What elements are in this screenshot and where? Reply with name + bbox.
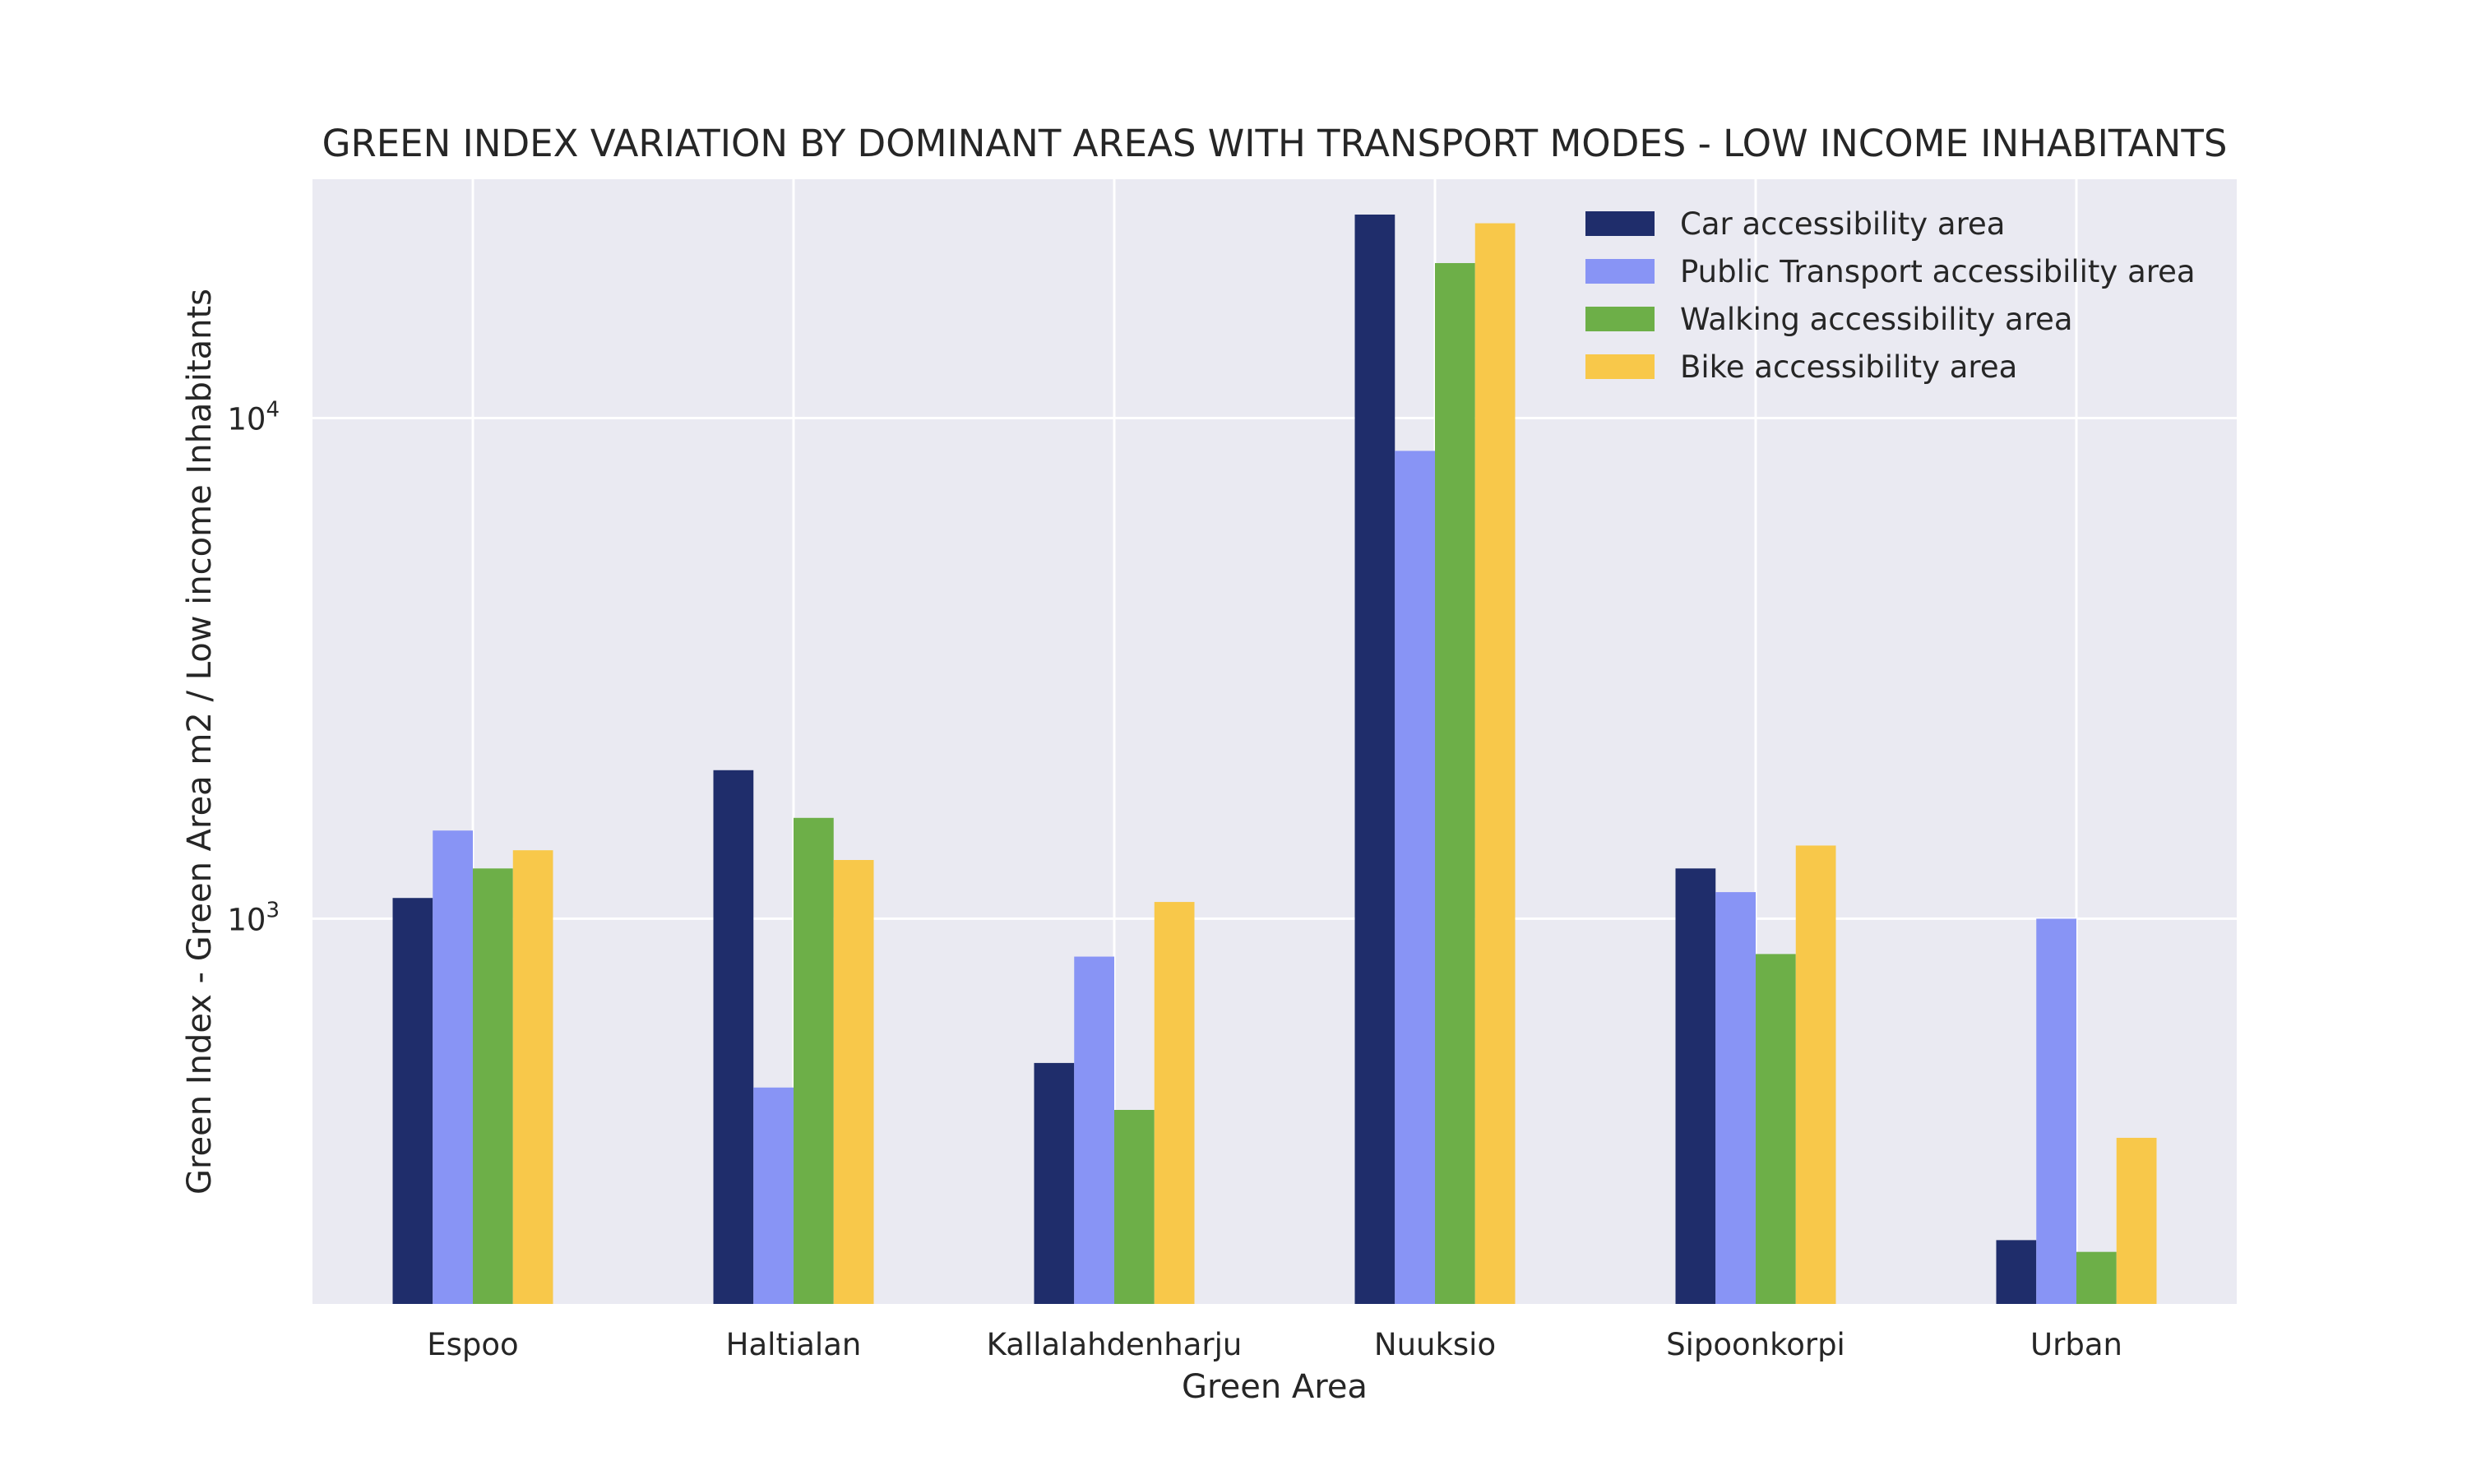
legend-label: Walking accessibility area — [1680, 302, 2073, 337]
x-tick-label: Haltialan — [726, 1327, 862, 1362]
bar — [1395, 451, 1435, 1304]
bar — [1074, 956, 1114, 1304]
x-tick-label: Espoo — [427, 1327, 518, 1362]
x-axis-label: Green Area — [1182, 1368, 1368, 1406]
y-tick-label: 103 — [227, 898, 280, 937]
bar — [794, 817, 834, 1304]
bar — [1154, 902, 1195, 1304]
x-tick-label: Nuuksio — [1374, 1327, 1496, 1362]
x-tick-label: Kallalahdenharju — [987, 1327, 1243, 1362]
bar — [1715, 892, 1756, 1304]
bar — [1795, 845, 1836, 1304]
bar — [1756, 954, 1796, 1304]
bar — [1474, 223, 1516, 1305]
legend-swatch — [1585, 354, 1655, 379]
legend-swatch — [1585, 307, 1655, 331]
bar — [1996, 1240, 2037, 1304]
bar — [392, 898, 433, 1304]
plot-background — [312, 179, 2237, 1304]
bar — [1675, 868, 1716, 1304]
x-tick-label: Urban — [2030, 1327, 2122, 1362]
bar — [1354, 214, 1395, 1305]
bar — [1435, 262, 1475, 1305]
legend-swatch — [1585, 211, 1655, 236]
bar — [833, 860, 874, 1304]
bar — [512, 850, 553, 1304]
bar — [473, 868, 513, 1304]
x-tick-label: Sipoonkorpi — [1666, 1327, 1845, 1362]
chart-title: GREEN INDEX VARIATION BY DOMINANT AREAS … — [322, 122, 2228, 165]
legend-swatch — [1585, 259, 1655, 284]
legend: Car accessibility area Public Transport a… — [1585, 206, 2196, 385]
legend-label: Car accessibility area — [1680, 206, 2005, 242]
y-axis-label: Green Index - Green Area m2 / Low income… — [181, 289, 219, 1195]
legend-label: Public Transport accessibility area — [1680, 254, 2196, 289]
bar — [1114, 1109, 1155, 1304]
bar — [2076, 1251, 2117, 1304]
bar — [433, 830, 473, 1304]
bar — [2036, 918, 2076, 1304]
bar — [2116, 1137, 2157, 1304]
legend-label: Bike accessibility area — [1680, 349, 2017, 385]
y-tick-label: 104 — [227, 398, 280, 437]
bar — [1034, 1062, 1075, 1304]
bar — [753, 1087, 794, 1304]
bar — [713, 770, 754, 1304]
